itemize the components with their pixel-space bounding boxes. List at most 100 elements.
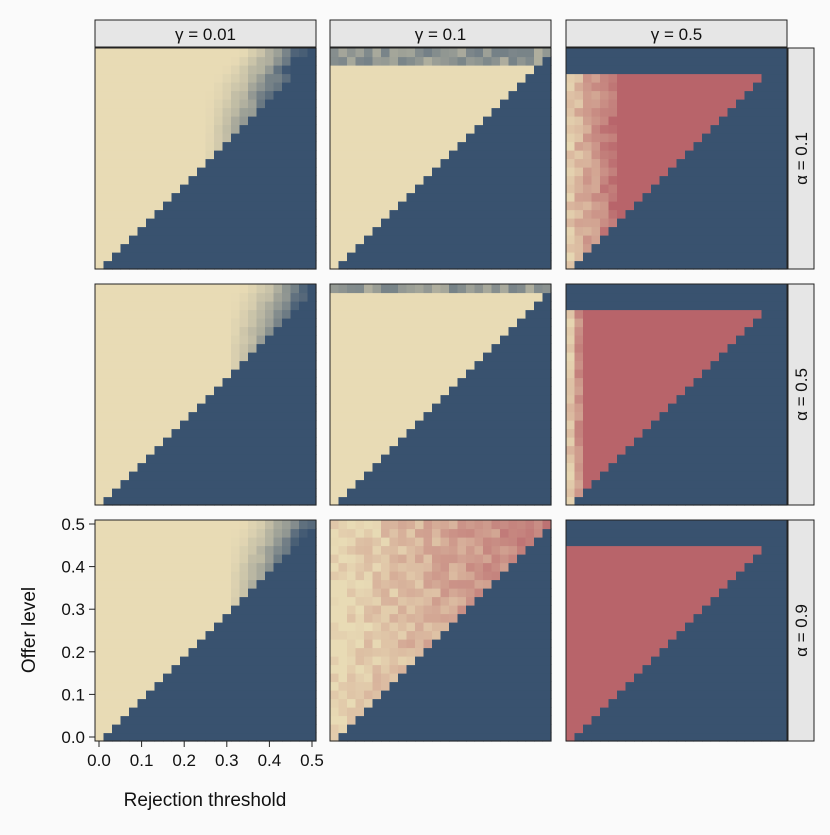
heatmap-cell [761, 175, 771, 185]
heatmap-cell [112, 235, 122, 245]
heatmap-cell [137, 571, 147, 581]
heatmap-cell [491, 394, 501, 404]
heatmap-cell [770, 73, 780, 83]
heatmap-cell [415, 394, 425, 404]
heatmap-cell [205, 437, 215, 447]
heatmap-cell [500, 116, 510, 126]
heatmap-cell [583, 292, 593, 302]
heatmap-cell [634, 48, 644, 58]
heatmap-cell [222, 326, 232, 336]
heatmap-cell [171, 201, 181, 211]
heatmap-cell [154, 150, 164, 160]
heatmap-cell [355, 520, 365, 530]
heatmap-cell [625, 420, 635, 430]
heatmap-cell [171, 562, 181, 572]
heatmap-cell [214, 201, 224, 211]
heatmap-cell [415, 167, 425, 177]
heatmap-cell [137, 235, 147, 245]
heatmap-cell [542, 48, 552, 58]
heatmap-cell [668, 284, 678, 294]
heatmap-cell [668, 226, 678, 236]
heatmap-cell [307, 377, 317, 387]
heatmap-cell [727, 235, 737, 245]
heatmap-cell [508, 420, 518, 430]
heatmap-cell [239, 369, 249, 379]
heatmap-cell [685, 369, 695, 379]
heatmap-cell [103, 335, 113, 345]
heatmap-cell [239, 698, 249, 708]
heatmap-cell [583, 360, 593, 370]
heatmap-cell [103, 605, 113, 615]
heatmap-cell [347, 411, 357, 421]
heatmap-cell [634, 335, 644, 345]
heatmap-cell [685, 445, 695, 455]
heatmap-cell [432, 445, 442, 455]
heatmap-cell [171, 116, 181, 126]
heatmap-cell [299, 596, 309, 606]
heatmap-cell [282, 528, 292, 538]
heatmap-cell [330, 613, 340, 623]
heatmap-cell [651, 335, 661, 345]
heatmap-cell [290, 175, 300, 185]
heatmap-cell [770, 82, 780, 92]
heatmap-cell [282, 622, 292, 632]
heatmap-cell [103, 360, 113, 370]
heatmap-cell [423, 133, 433, 143]
heatmap-cell [231, 647, 241, 657]
heatmap-cell [299, 301, 309, 311]
heatmap-cell [719, 82, 729, 92]
heatmap-cell [761, 403, 771, 413]
heatmap-cell [574, 141, 584, 151]
heatmap-cell [154, 158, 164, 168]
heatmap-cell [440, 309, 450, 319]
heatmap-cell [330, 673, 340, 683]
heatmap-cell [282, 292, 292, 302]
heatmap-cell [282, 352, 292, 362]
heatmap-cell [163, 284, 173, 294]
heatmap-cell [188, 318, 198, 328]
heatmap-cell [231, 343, 241, 353]
heatmap-cell [214, 681, 224, 691]
heatmap-cell [710, 107, 720, 117]
heatmap-cell [500, 403, 510, 413]
heatmap-cell [415, 235, 425, 245]
panel-border [94, 519, 317, 742]
heatmap-cell [583, 428, 593, 438]
heatmap-cell [651, 116, 661, 126]
heatmap-cell [248, 260, 258, 270]
heatmap-cell [188, 403, 198, 413]
heatmap-cell [432, 394, 442, 404]
heatmap-cell [474, 158, 484, 168]
heatmap-cell [205, 528, 215, 538]
heatmap-cell [299, 630, 309, 640]
heatmap-cell [112, 673, 122, 683]
heatmap-cell [659, 184, 669, 194]
heatmap-cell [188, 520, 198, 530]
heatmap-cell [719, 335, 729, 345]
heatmap-cell [457, 428, 467, 438]
heatmap-cell [273, 537, 283, 547]
heatmap-cell [364, 326, 374, 336]
heatmap-cell [600, 326, 610, 336]
heatmap-cell [222, 386, 232, 396]
heatmap-cell [761, 301, 771, 311]
heatmap-cell [753, 326, 763, 336]
heatmap-cell [330, 343, 340, 353]
heatmap-cell [744, 133, 754, 143]
heatmap-cell [112, 284, 122, 294]
heatmap-cell [231, 107, 241, 117]
heatmap-cell [398, 209, 408, 219]
heatmap-cell [466, 309, 476, 319]
heatmap-cell [778, 235, 788, 245]
heatmap-cell [642, 292, 652, 302]
heatmap-cell [432, 471, 442, 481]
heatmap-cell [180, 622, 190, 632]
heatmap-cell [659, 150, 669, 160]
heatmap-cell [449, 437, 459, 447]
heatmap-cell [398, 437, 408, 447]
heatmap-cell [338, 622, 348, 632]
heatmap-cell [347, 673, 357, 683]
heatmap-cell [440, 201, 450, 211]
heatmap-cell [449, 116, 459, 126]
heatmap-cell [625, 260, 635, 270]
